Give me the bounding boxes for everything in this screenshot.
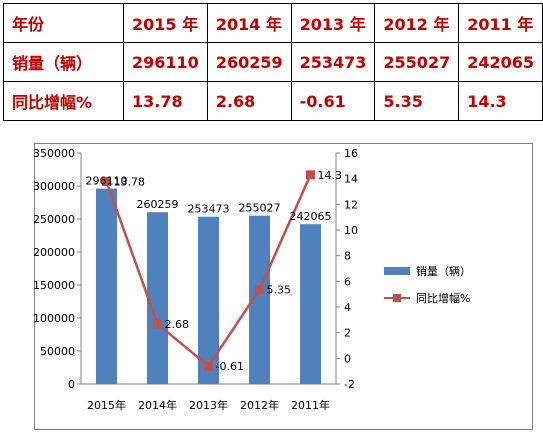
line-point <box>255 285 264 295</box>
bar <box>249 215 270 384</box>
x-tick-label: 2012年 <box>240 398 279 412</box>
y-right-tick-label: 0 <box>344 352 351 365</box>
table-cell-growth: -0.61 <box>290 81 376 121</box>
bar <box>300 224 321 384</box>
x-tick-label: 2015年 <box>87 398 126 412</box>
table-cell-growth: 5.35 <box>374 81 460 121</box>
bar-data-label: 255027 <box>239 202 281 215</box>
bar-data-label: 253473 <box>188 203 230 216</box>
table-cell-growth: 2.68 <box>206 81 292 121</box>
line-point <box>153 319 162 329</box>
legend-line-label: 同比增幅% <box>416 291 470 305</box>
table-cell-sales: 260259 <box>206 42 292 82</box>
table-cell-sales: 242065 <box>458 42 543 82</box>
bar <box>96 188 117 384</box>
line-data-label: 13.78 <box>114 175 146 188</box>
line-data-label: 2.68 <box>165 318 190 331</box>
y-left-tick-label: 0 <box>68 378 75 391</box>
y-right-tick-label: 8 <box>344 250 351 263</box>
y-right-tick-label: 4 <box>344 301 351 314</box>
legend-bar-swatch <box>384 267 410 275</box>
table-cell-year: 2014 年 <box>206 3 292 43</box>
line-data-label: -0.61 <box>216 360 244 373</box>
table-cell-year-header: 年份 <box>2 3 125 43</box>
y-right-tick-label: 14 <box>344 173 358 186</box>
table-cell-growth-label: 同比增幅% <box>2 81 125 121</box>
legend: 销量（辆） 同比增幅% <box>384 264 471 305</box>
table-cell-growth: 13.78 <box>123 81 208 121</box>
table-row-sales: 销量（辆） 296110 260259 253473 255027 242065 <box>2 42 543 82</box>
table-row-growth: 同比增幅% 13.78 2.68 -0.61 5.35 14.3 <box>2 81 543 121</box>
line-point <box>306 170 315 180</box>
y-right-tick-label: 10 <box>344 224 358 237</box>
combo-chart: 0 50000 100000 150000 200000 250000 300000 3500… <box>34 143 533 430</box>
chart-container: 0 50000 100000 150000 200000 250000 300000 3500… <box>34 143 534 431</box>
legend-bar-label: 销量（辆） <box>416 264 471 278</box>
bar-data-label: 260259 <box>137 198 179 211</box>
table-cell-sales: 255027 <box>374 42 460 82</box>
chart-frame <box>34 143 533 430</box>
y-right-tick-label: -2 <box>344 378 355 391</box>
table-cell-growth: 14.3 <box>458 81 543 121</box>
table-cell-year: 2013 年 <box>290 3 376 43</box>
table-cell-sales: 253473 <box>290 42 376 82</box>
y-right-tick-label: 6 <box>344 275 351 288</box>
table-cell-year: 2012 年 <box>374 3 460 43</box>
y-left-tick-label: 150000 <box>34 279 75 292</box>
table-cell-year: 2015 年 <box>123 3 208 43</box>
legend-line-marker <box>393 294 401 302</box>
line-point <box>204 361 213 371</box>
x-tick-label: 2014年 <box>138 398 177 412</box>
line-data-label: 14.3 <box>318 169 343 182</box>
bar-data-label: 242065 <box>290 210 332 223</box>
table-row-header: 年份 2015 年 2014 年 2013 年 2012 年 2011 年 <box>2 3 543 43</box>
y-left-tick-label: 350000 <box>34 147 75 160</box>
table-cell-year: 2011 年 <box>458 3 543 43</box>
y-right-tick-label: 2 <box>344 327 351 340</box>
y-left-tick-label: 300000 <box>34 180 75 193</box>
x-tick-label: 2011年 <box>291 398 330 412</box>
y-left-tick-label: 200000 <box>34 246 75 259</box>
line-point <box>102 176 111 186</box>
bar <box>198 216 219 384</box>
bar <box>147 212 168 384</box>
table-cell-sales: 296110 <box>123 42 208 82</box>
table-cell-sales-label: 销量（辆） <box>2 42 125 82</box>
y-left-tick-label: 250000 <box>34 213 75 226</box>
bar-data-label: 296110 <box>86 175 128 188</box>
y-left-tick-label: 100000 <box>34 312 75 325</box>
x-tick-label: 2013年 <box>189 398 228 412</box>
y-left-tick-label: 50000 <box>40 345 75 358</box>
y-right-tick-label: 16 <box>344 147 358 160</box>
y-right-tick-label: 12 <box>344 198 358 211</box>
line-data-label: 5.35 <box>267 284 292 297</box>
data-table: 年份 2015 年 2014 年 2013 年 2012 年 2011 年 销量… <box>2 3 543 121</box>
